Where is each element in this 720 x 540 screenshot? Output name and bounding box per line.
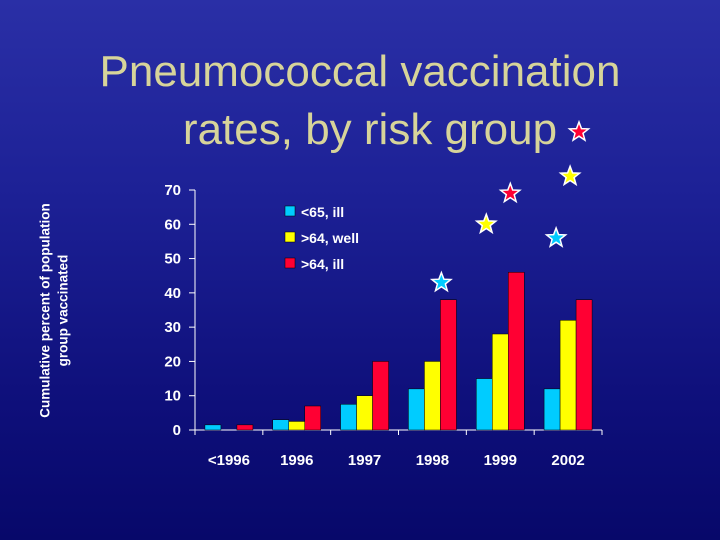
legend-label: >64, ill [301,256,344,272]
x-tick-label: 2002 [551,452,584,469]
y-tick-label: 30 [164,319,181,336]
slide-title-line2: rates, by risk group [182,105,558,154]
slide-title-line1: Pneumococcal vaccination [99,47,621,96]
star-icon [429,270,453,293]
y-tick-label: 0 [173,422,181,439]
star-icon [567,119,591,142]
bar-65-ill [204,424,222,431]
bar-65-ill [340,404,357,431]
x-tick-label: 1998 [416,452,449,469]
bar-64-ill [508,272,525,431]
y-tick-label: 70 [164,182,181,199]
y-tick-label: 60 [164,216,181,233]
bar-64-ill [440,299,457,431]
bar-64-ill [304,405,321,431]
bar-65-ill [408,388,425,431]
legend-label: >64, well [301,230,359,246]
x-tick-label: <1996 [208,452,250,469]
star-icon [498,181,522,204]
bar-64-well [424,361,441,431]
x-tick-label: 1996 [280,452,313,469]
star-icon [544,225,568,248]
bar-65-ill [272,419,289,431]
legend-label: <65, ill [301,204,344,220]
legend-swatch [284,205,296,217]
y-tick-label: 50 [164,251,181,268]
y-tick-label: 20 [164,353,181,370]
bar-64-well [492,333,509,431]
legend-swatch [284,257,296,269]
star-icon [558,164,582,187]
bar-65-ill [543,388,561,431]
bar-65-ill [476,378,493,431]
y-tick-label: 10 [164,388,181,405]
x-tick-label: 1997 [348,452,381,469]
bar-64-ill [372,361,389,431]
x-tick-label: 1999 [484,452,517,469]
bar-64-well [559,320,577,431]
y-tick-label: 40 [164,285,181,302]
star-icon [474,212,498,235]
bar-64-well [288,421,305,431]
bar-64-ill [575,299,593,431]
bar-64-ill [236,424,254,431]
bar-64-well [356,395,373,431]
legend-swatch [284,231,296,243]
